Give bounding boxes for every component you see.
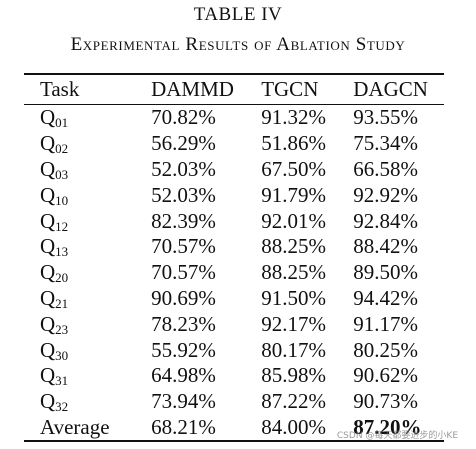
dammd-cell: 70.57%: [151, 260, 216, 285]
dagcn-cell: 94.42%: [353, 285, 419, 310]
table-row: Q13 70.57% 88.25% 88.42%: [24, 234, 444, 260]
task-cell: Q10: [40, 182, 69, 208]
dagcn-cell: 75.34%: [353, 131, 419, 156]
tgcn-cell: 92.17%: [261, 311, 326, 336]
table-row: Q32 73.94% 87.22% 90.73%: [24, 389, 444, 415]
dammd-cell: 78.23%: [151, 311, 216, 336]
tgcn-cell: 88.25%: [261, 260, 326, 285]
tgcn-cell: 51.86%: [261, 131, 326, 156]
dagcn-cell: 92.84%: [353, 208, 419, 233]
table-row: Q31 64.98% 85.98% 90.62%: [24, 363, 444, 389]
tgcn-cell: 87.22%: [261, 389, 326, 414]
dagcn-cell: 88.42%: [353, 234, 419, 259]
dammd-cell: 56.29%: [151, 131, 216, 156]
dammd-cell: 52.03%: [151, 182, 216, 207]
dammd-cell: 70.57%: [151, 234, 216, 259]
task-cell: Q02: [40, 131, 69, 157]
average-label: Average: [40, 414, 110, 439]
task-cell: Q23: [40, 311, 69, 337]
table-row: Q03 52.03% 67.50% 66.58%: [24, 157, 444, 183]
dammd-cell: 73.94%: [151, 389, 216, 414]
table-row: Q30 55.92% 80.17% 80.25%: [24, 337, 444, 363]
dammd-cell: 52.03%: [151, 156, 216, 181]
dammd-cell: 90.69%: [151, 285, 216, 310]
tgcn-cell: 80.17%: [261, 337, 326, 362]
task-cell: Q13: [40, 234, 69, 260]
dagcn-cell: 92.92%: [353, 182, 419, 207]
table-row: Q23 78.23% 92.17% 91.17%: [24, 311, 444, 337]
average-tgcn: 84.00%: [261, 414, 326, 439]
table-row: Q01 70.82% 91.32% 93.55%: [24, 105, 444, 131]
task-cell: Q01: [40, 105, 69, 131]
average-row: Average 68.21% 84.00% 87.20%: [24, 415, 444, 442]
dagcn-cell: 66.58%: [353, 156, 419, 181]
average-dammd: 68.21%: [151, 414, 216, 439]
dagcn-cell: 90.73%: [353, 389, 419, 414]
table-row: Q02 56.29% 51.86% 75.34%: [24, 131, 444, 157]
dagcn-cell: 80.25%: [353, 337, 419, 362]
header-dagcn: DAGCN: [353, 77, 428, 101]
tgcn-cell: 91.79%: [261, 182, 326, 207]
task-cell: Q32: [40, 389, 69, 415]
tgcn-cell: 92.01%: [261, 208, 326, 233]
dammd-cell: 70.82%: [151, 105, 216, 130]
dagcn-cell: 89.50%: [353, 260, 419, 285]
dammd-cell: 55.92%: [151, 337, 216, 362]
dagcn-cell: 91.17%: [353, 311, 419, 336]
header-task: Task: [40, 77, 80, 101]
task-cell: Q03: [40, 156, 69, 182]
task-cell: Q12: [40, 208, 69, 234]
average-dagcn-best: 87.20%: [353, 414, 422, 439]
dagcn-cell: 90.62%: [353, 363, 419, 388]
tgcn-cell: 91.50%: [261, 285, 326, 310]
dagcn-cell: 93.55%: [353, 105, 419, 130]
table-row: Q10 52.03% 91.79% 92.92%: [24, 182, 444, 208]
task-cell: Q30: [40, 337, 69, 363]
header-tgcn: TGCN: [261, 77, 319, 101]
dammd-cell: 82.39%: [151, 208, 216, 233]
table-row: Q21 90.69% 91.50% 94.42%: [24, 286, 444, 312]
tgcn-cell: 67.50%: [261, 156, 326, 181]
header-dammd: DAMMD: [151, 77, 234, 101]
watermark: CSDN @每天都要进步的小KE: [336, 431, 458, 441]
task-cell: Q20: [40, 260, 69, 286]
dammd-cell: 64.98%: [151, 363, 216, 388]
task-cell: Q21: [40, 285, 69, 311]
table-body: Q01 70.82% 91.32% 93.55% Q02 56.29% 51.8…: [24, 105, 444, 442]
table-row: Q12 82.39% 92.01% 92.84%: [24, 208, 444, 234]
ablation-results-table: Task DAMMD TGCN DAGCN Q01 70.82% 91.32% …: [24, 73, 444, 442]
header-row: Task DAMMD TGCN DAGCN: [24, 74, 444, 105]
tgcn-cell: 91.32%: [261, 105, 326, 130]
table-row: Q20 70.57% 88.25% 89.50%: [24, 260, 444, 286]
tgcn-cell: 85.98%: [261, 363, 326, 388]
table-caption: Experimental Results of Ablation Study: [70, 34, 406, 55]
table-number: TABLE IV: [193, 4, 283, 25]
task-cell: Q31: [40, 363, 69, 389]
tgcn-cell: 88.25%: [261, 234, 326, 259]
